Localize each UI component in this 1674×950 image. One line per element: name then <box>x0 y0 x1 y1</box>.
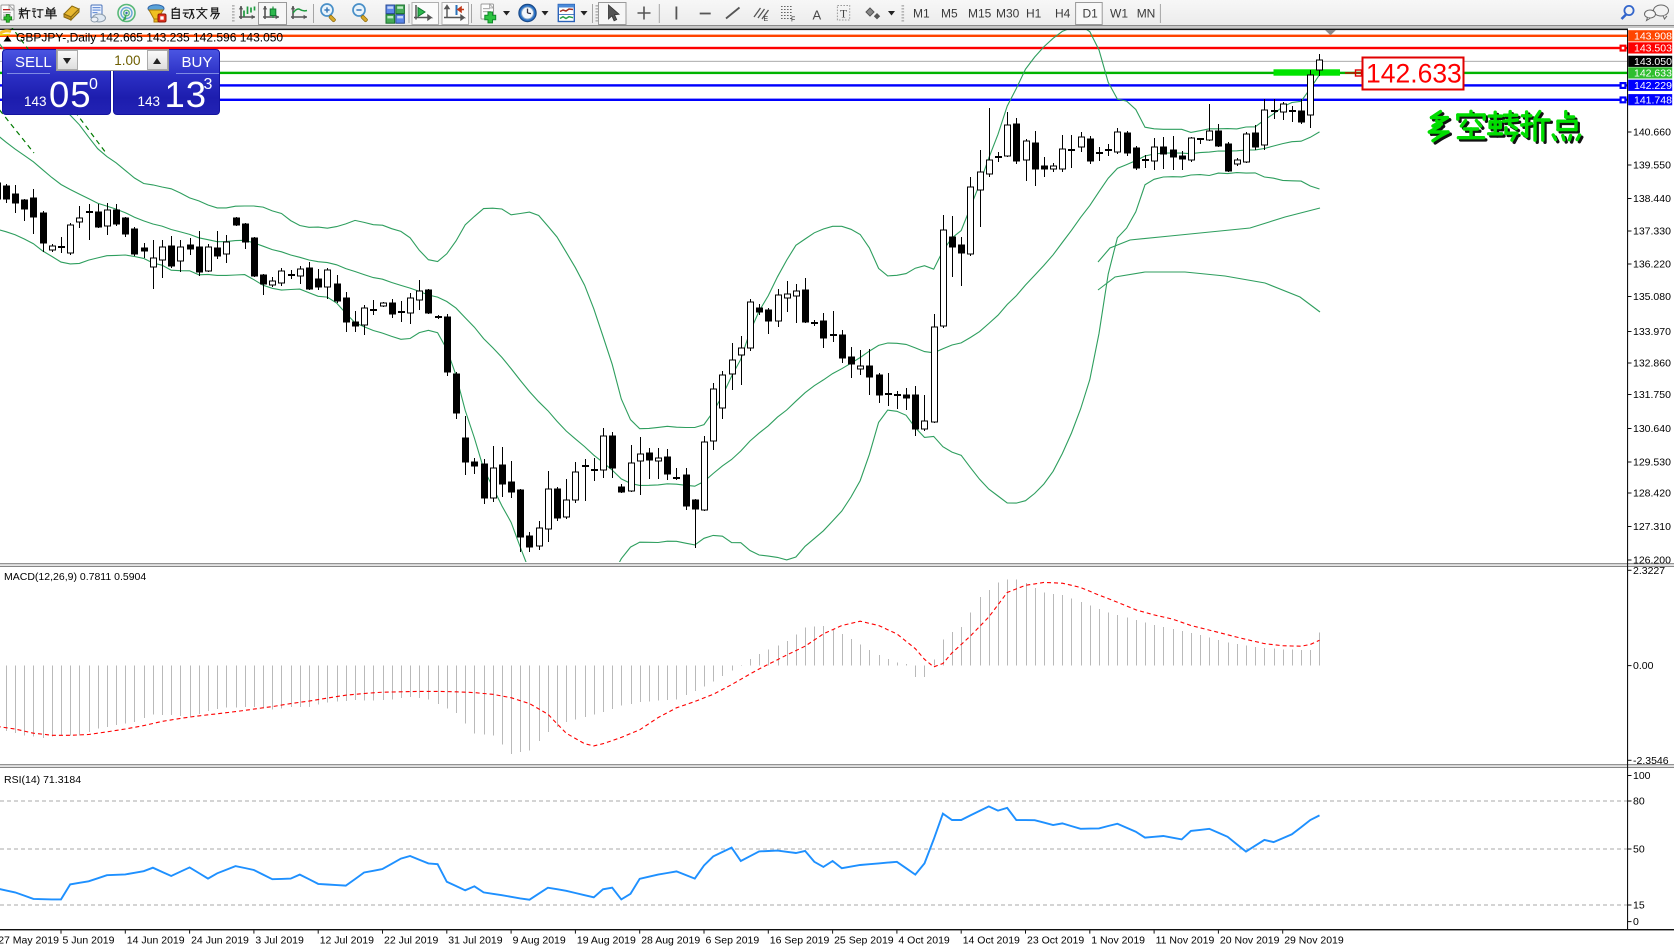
svg-text:A: A <box>813 8 822 23</box>
svg-text:128.420: 128.420 <box>1633 488 1671 500</box>
svg-text:H4: H4 <box>1055 7 1071 21</box>
svg-text:138.440: 138.440 <box>1633 193 1671 205</box>
svg-text:RSI(14) 71.3184: RSI(14) 71.3184 <box>4 774 81 786</box>
svg-text:11 Nov 2019: 11 Nov 2019 <box>1156 935 1215 947</box>
svg-text:0: 0 <box>1633 916 1639 928</box>
svg-text:T: T <box>840 9 847 21</box>
svg-text:133.970: 133.970 <box>1633 326 1671 338</box>
svg-text:141.748: 141.748 <box>1634 94 1672 106</box>
svg-text:3 Jul 2019: 3 Jul 2019 <box>255 935 304 947</box>
svg-text:MN: MN <box>1137 7 1156 21</box>
svg-text:16 Sep 2019: 16 Sep 2019 <box>770 935 830 947</box>
svg-text:22 Jul 2019: 22 Jul 2019 <box>384 935 438 947</box>
svg-text:142.633: 142.633 <box>1366 59 1462 89</box>
svg-text:20 Nov 2019: 20 Nov 2019 <box>1220 935 1280 947</box>
svg-text:H1: H1 <box>1026 7 1042 21</box>
svg-text:F: F <box>791 17 795 24</box>
svg-text:50: 50 <box>1633 844 1645 856</box>
svg-text:1 Nov 2019: 1 Nov 2019 <box>1091 935 1145 947</box>
svg-text:130.640: 130.640 <box>1633 423 1671 435</box>
svg-text:4 Oct 2019: 4 Oct 2019 <box>898 935 950 947</box>
svg-text:132.860: 132.860 <box>1633 358 1671 370</box>
svg-text:24 Jun 2019: 24 Jun 2019 <box>191 935 249 947</box>
svg-text:14 Oct 2019: 14 Oct 2019 <box>963 935 1020 947</box>
svg-text:M15: M15 <box>968 7 992 21</box>
svg-text:5 Jun 2019: 5 Jun 2019 <box>63 935 115 947</box>
svg-text:M30: M30 <box>996 7 1020 21</box>
svg-text:131.750: 131.750 <box>1633 389 1671 401</box>
svg-text:137.330: 137.330 <box>1633 226 1671 238</box>
svg-text:14 Jun 2019: 14 Jun 2019 <box>127 935 185 947</box>
svg-text:19 Aug 2019: 19 Aug 2019 <box>577 935 636 947</box>
svg-text:31 Jul 2019: 31 Jul 2019 <box>448 935 502 947</box>
svg-text:25 Sep 2019: 25 Sep 2019 <box>834 935 894 947</box>
svg-text:9 Aug 2019: 9 Aug 2019 <box>513 935 566 947</box>
svg-text:126.200: 126.200 <box>1633 555 1671 567</box>
svg-text:80: 80 <box>1633 796 1645 808</box>
svg-text:GBPJPY-,Daily 142.665 143.235: GBPJPY-,Daily 142.665 143.235 142.596 14… <box>16 31 283 45</box>
svg-text:MACD(12,26,9) 0.7811 0.5904: MACD(12,26,9) 0.7811 0.5904 <box>4 571 146 583</box>
svg-text:6 Sep 2019: 6 Sep 2019 <box>706 935 760 947</box>
svg-text:127.310: 127.310 <box>1633 521 1671 533</box>
svg-text:142.633: 142.633 <box>1634 68 1672 80</box>
svg-text:M1: M1 <box>913 7 930 21</box>
svg-text:140.660: 140.660 <box>1633 127 1671 139</box>
svg-text:29 Nov 2019: 29 Nov 2019 <box>1284 935 1344 947</box>
svg-text:100: 100 <box>1633 770 1651 782</box>
svg-text:136.220: 136.220 <box>1633 259 1671 271</box>
svg-text:E: E <box>764 16 769 23</box>
svg-text:23 Oct 2019: 23 Oct 2019 <box>1027 935 1084 947</box>
svg-text:0.00: 0.00 <box>1633 660 1654 672</box>
svg-text:143.503: 143.503 <box>1634 43 1672 55</box>
svg-text:143.908: 143.908 <box>1634 31 1672 43</box>
svg-text:D1: D1 <box>1083 7 1099 21</box>
svg-text:M5: M5 <box>941 7 958 21</box>
svg-text:15: 15 <box>1633 900 1645 912</box>
svg-text:143.050: 143.050 <box>1634 56 1672 68</box>
svg-text:2.3227: 2.3227 <box>1633 565 1665 577</box>
svg-text:28 Aug 2019: 28 Aug 2019 <box>641 935 700 947</box>
svg-text:135.080: 135.080 <box>1633 291 1671 303</box>
svg-text:-2.3546: -2.3546 <box>1633 755 1669 767</box>
svg-text:142.229: 142.229 <box>1634 80 1672 92</box>
svg-text:139.550: 139.550 <box>1633 160 1671 172</box>
svg-text:129.530: 129.530 <box>1633 457 1671 469</box>
svg-text:27 May 2019: 27 May 2019 <box>0 935 59 947</box>
svg-text:W1: W1 <box>1110 7 1128 21</box>
svg-text:12 Jul 2019: 12 Jul 2019 <box>320 935 374 947</box>
